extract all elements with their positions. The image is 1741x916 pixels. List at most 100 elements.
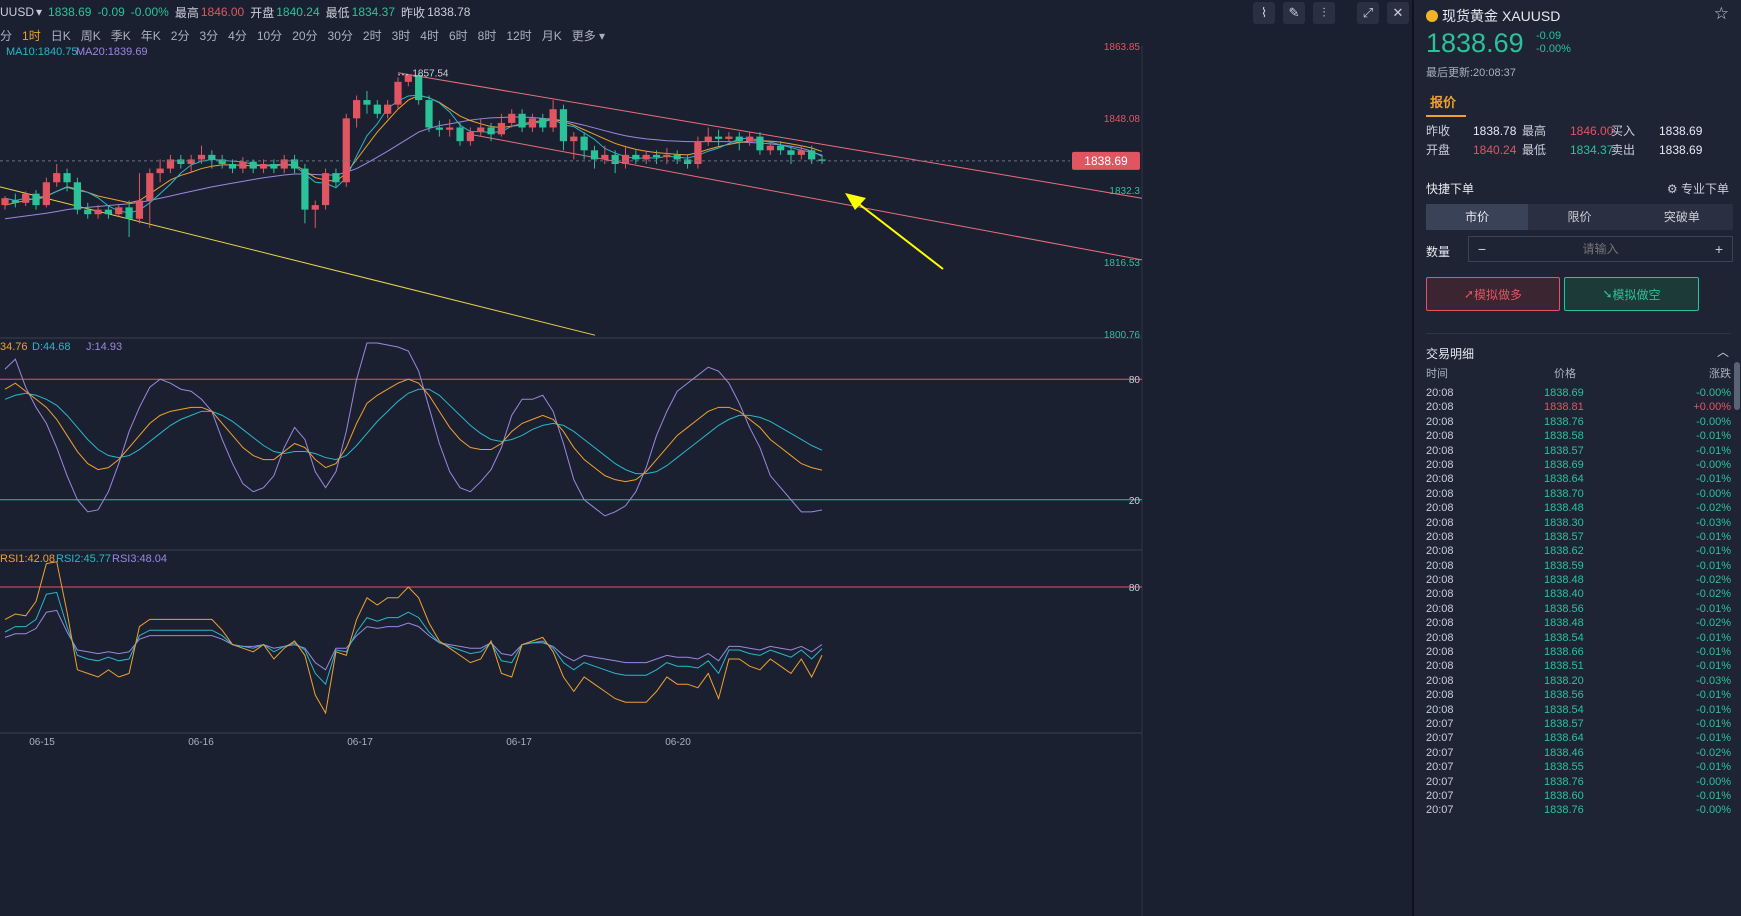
period-3[interactable]: 周K: [80, 28, 101, 43]
pro-order-link[interactable]: ⚙ 专业下单: [1667, 180, 1729, 197]
kdj-legend-k: 34.76: [0, 341, 28, 353]
change-block: -0.09 -0.00%: [1536, 30, 1571, 56]
plus-button[interactable]: +: [1714, 241, 1724, 257]
period-5[interactable]: 年K: [140, 28, 161, 43]
candle-body: [508, 113, 516, 123]
candle-body: [559, 109, 568, 142]
candle-body: [197, 154, 206, 160]
candle-body: [745, 136, 754, 142]
x-tick-label: 06-20: [665, 737, 691, 748]
header-price: 1838.69: [48, 5, 92, 19]
period-2[interactable]: 日K: [50, 28, 71, 43]
indicator-icon[interactable]: ⫶: [1313, 2, 1335, 24]
simulate-long-button[interactable]: ➚ 模拟做多: [1426, 277, 1560, 311]
ma10-line: [4, 95, 823, 206]
tab-market[interactable]: 市价: [1426, 204, 1529, 230]
chevron-up-icon[interactable]: ︿: [1716, 345, 1729, 359]
candle-body: [673, 154, 681, 160]
candle-body: [135, 200, 144, 219]
quote-header: UUSD ▾ 1838.69 -0.09 -0.00% 最高 1846.00 开盘 1…: [0, 0, 1412, 24]
period-19[interactable]: 更多 ▾: [571, 28, 606, 43]
trade-time: 20:08: [1426, 487, 1454, 500]
low-value: 1834.37: [351, 5, 396, 19]
candle-body: [104, 209, 113, 215]
price-chart[interactable]: 1863.85 1848.08 1832.3 1816.53 1800.76 MA10:1…: [0, 0, 1412, 916]
candle-body: [384, 104, 392, 114]
trade-change: -0.00%: [1696, 804, 1731, 817]
period-8[interactable]: 4分: [228, 28, 247, 43]
trade-price: 1838.76: [1544, 415, 1584, 428]
last-price-tag: [1072, 151, 1140, 170]
trade-row: 20:08 1838.59 -0.01%: [1426, 559, 1731, 573]
trade-change: -0.01%: [1696, 444, 1731, 457]
period-18[interactable]: 月K: [541, 28, 562, 43]
line-tool-icon[interactable]: ⌇: [1253, 2, 1275, 24]
trade-row: 20:08 1838.48 -0.02%: [1426, 616, 1731, 630]
candle-body: [549, 109, 557, 128]
col-time: 时间: [1426, 368, 1448, 380]
period-14[interactable]: 4时: [420, 28, 439, 43]
trade-row: 20:08 1838.56 -0.01%: [1426, 602, 1731, 616]
candle-body: [787, 150, 795, 155]
trade-row: 20:08 1838.69 -0.00%: [1426, 386, 1731, 400]
y-tick-label: 1832.3: [1109, 186, 1140, 197]
period-9[interactable]: 10分: [256, 28, 283, 43]
y-tick-label: 1800.76: [1104, 330, 1141, 341]
high-annotation: 1857.54: [412, 68, 449, 79]
trade-time: 20:08: [1426, 703, 1454, 716]
trade-time: 20:07: [1426, 789, 1454, 802]
dropdown-icon[interactable]: ▾: [36, 5, 43, 19]
period-1[interactable]: 1时: [22, 28, 41, 43]
sidebar-change-pct: -0.00%: [1536, 43, 1571, 55]
trade-price: 1838.54: [1544, 703, 1584, 716]
tab-quote[interactable]: 报价: [1430, 95, 1457, 110]
low-label: 最低: [325, 5, 350, 20]
candle-body: [22, 193, 30, 203]
trade-change: -0.00%: [1696, 458, 1731, 471]
candle-body: [301, 168, 309, 210]
minus-button[interactable]: −: [1477, 241, 1487, 257]
candle-body: [487, 127, 495, 135]
tab-breakout[interactable]: 突破单: [1663, 210, 1700, 224]
star-icon[interactable]: ☆: [1713, 4, 1729, 23]
scrollbar[interactable]: [1734, 362, 1740, 410]
period-13[interactable]: 3时: [391, 28, 411, 43]
simulate-short-button[interactable]: ➘ 模拟做空: [1564, 277, 1699, 311]
period-11[interactable]: 30分: [327, 28, 353, 43]
trade-row: 20:08 1838.62 -0.01%: [1426, 544, 1731, 558]
candle-body: [94, 209, 102, 215]
trade-time: 20:08: [1426, 473, 1454, 486]
period-16[interactable]: 8时: [477, 28, 497, 43]
tab-limit[interactable]: 限价: [1567, 210, 1592, 224]
symbol-label[interactable]: UUSD: [0, 5, 35, 19]
quantity-input[interactable]: [1495, 241, 1706, 257]
period-4[interactable]: 季K: [110, 28, 131, 43]
candle-body: [208, 154, 216, 160]
period-12[interactable]: 2时: [362, 28, 382, 43]
period-10[interactable]: 20分: [292, 28, 318, 43]
candle-body: [84, 209, 92, 215]
candle-body: [1, 198, 9, 206]
period-6[interactable]: 2分: [170, 28, 190, 43]
period-0[interactable]: 分: [0, 28, 13, 43]
trade-row: 20:08 1838.69 -0.00%: [1426, 458, 1731, 472]
channel-lower-line: [470, 133, 1143, 261]
candle-body: [280, 159, 288, 169]
big-price: 1838.69: [1426, 28, 1524, 58]
trade-price: 1838.81: [1544, 401, 1584, 414]
candle-body: [735, 136, 743, 142]
candle-body: [642, 154, 650, 160]
period-7[interactable]: 3分: [199, 28, 219, 43]
prev-label: 昨收: [401, 5, 426, 20]
trade-change: -0.02%: [1696, 617, 1731, 630]
trade-row: 20:08 1838.57 -0.01%: [1426, 530, 1731, 544]
trade-change: -0.02%: [1696, 574, 1731, 587]
pen-tool-icon[interactable]: ✎: [1283, 2, 1305, 24]
expand-icon[interactable]: ⤢: [1357, 2, 1379, 24]
close-icon[interactable]: ✕: [1387, 2, 1409, 24]
bid-value: 1838.69: [1659, 124, 1703, 138]
period-15[interactable]: 6时: [448, 28, 468, 43]
period-17[interactable]: 12时: [506, 28, 532, 43]
prev-close-value: 1838.78: [1473, 124, 1517, 138]
trade-row: 20:08 1838.48 -0.02%: [1426, 573, 1731, 587]
